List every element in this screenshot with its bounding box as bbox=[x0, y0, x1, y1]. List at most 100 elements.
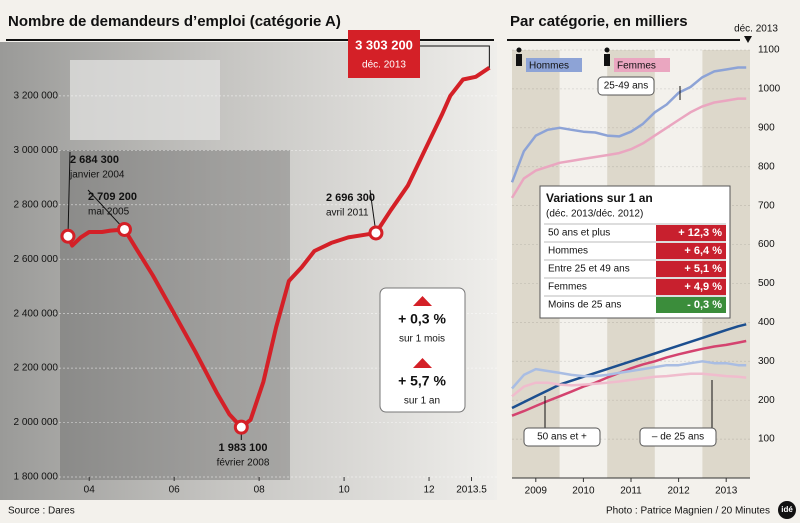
y-tick-label: 100 bbox=[758, 434, 775, 445]
x-tick-label: 04 bbox=[84, 485, 96, 496]
x-tick-label: 08 bbox=[254, 485, 266, 496]
value-cell bbox=[656, 279, 726, 295]
annotation-value: 2 696 300 bbox=[326, 192, 375, 204]
y-tick-label: 2 800 000 bbox=[14, 199, 59, 210]
logo: idé bbox=[781, 505, 793, 514]
y-tick-label: 2 000 000 bbox=[14, 417, 59, 428]
series-line bbox=[510, 66, 747, 183]
row-label: Femmes bbox=[548, 282, 587, 293]
group-label-box bbox=[597, 76, 655, 96]
logo-badge bbox=[778, 501, 796, 519]
y-tick-label: 400 bbox=[758, 317, 775, 328]
annotation-date: déc. 2013 bbox=[362, 60, 406, 71]
y-tick-label: 800 bbox=[758, 161, 775, 172]
table-title: Variations sur 1 an bbox=[546, 191, 653, 205]
annotation-date: février 2008 bbox=[217, 458, 270, 469]
up-arrow bbox=[413, 358, 432, 368]
y-tick-label: 200 bbox=[758, 395, 775, 406]
value-cell bbox=[656, 297, 726, 313]
row-value: + 5,1 % bbox=[684, 263, 722, 275]
value-cell bbox=[656, 243, 726, 259]
change-value: + 0,3 % bbox=[398, 311, 446, 327]
row-value: + 6,4 % bbox=[684, 245, 722, 257]
point-marker bbox=[368, 225, 384, 241]
row-label: Moins de 25 ans bbox=[548, 300, 621, 311]
x-tick-label: 2010 bbox=[572, 486, 595, 497]
x-tick-label: 2013.5 bbox=[456, 485, 487, 496]
x-tick-label: 06 bbox=[169, 485, 181, 496]
group-label: 25-49 ans bbox=[604, 81, 648, 92]
y-tick-label: 1100 bbox=[758, 45, 780, 56]
series-line bbox=[510, 97, 747, 199]
annotation-value: 3 303 200 bbox=[355, 37, 413, 52]
y-tick-label: 1000 bbox=[758, 84, 781, 95]
series-line bbox=[66, 66, 491, 430]
person-icon-body bbox=[516, 54, 522, 66]
row-value: + 4,9 % bbox=[684, 281, 722, 293]
value-cell bbox=[656, 225, 726, 241]
chart-title: Par catégorie, en milliers bbox=[510, 13, 688, 30]
point-marker bbox=[116, 221, 132, 237]
y-tick-label: 2 600 000 bbox=[14, 254, 59, 265]
group-label: – de 25 ans bbox=[652, 432, 704, 443]
x-tick-label: 2009 bbox=[525, 486, 548, 497]
legend-label: Hommes bbox=[529, 61, 569, 72]
value-cell bbox=[656, 261, 726, 277]
y-tick-label: 1 800 000 bbox=[14, 472, 59, 483]
legend-swatch bbox=[614, 58, 670, 72]
table-subtitle: (déc. 2013/déc. 2012) bbox=[546, 209, 643, 220]
row-value: + 12,3 % bbox=[678, 227, 722, 239]
series-line bbox=[511, 339, 747, 417]
y-tick-label: 500 bbox=[758, 278, 775, 289]
y-tick-label: 2 400 000 bbox=[14, 308, 59, 319]
chart-title: Nombre de demandeurs d’emploi (catégorie… bbox=[8, 13, 341, 30]
person-icon-body bbox=[604, 54, 610, 66]
y-tick-label: 3 000 000 bbox=[14, 145, 59, 156]
y-tick-label: 2 200 000 bbox=[14, 363, 59, 374]
annotation-value: 2 709 200 bbox=[88, 191, 137, 203]
annotation-value: 2 684 300 bbox=[70, 154, 119, 166]
row-label: Entre 25 et 49 ans bbox=[548, 264, 630, 275]
photo-sign bbox=[70, 60, 220, 140]
row-label: 50 ans et plus bbox=[548, 228, 610, 239]
annotation-value: 1 983 100 bbox=[219, 442, 268, 454]
y-tick-label: 600 bbox=[758, 239, 775, 250]
annotation-date: avril 2011 bbox=[326, 208, 369, 219]
leader-line bbox=[87, 189, 125, 230]
x-tick-label: 2013 bbox=[715, 486, 738, 497]
y-tick-label: 3 200 000 bbox=[14, 90, 59, 101]
callout-box bbox=[348, 30, 420, 78]
row-value: - 0,3 % bbox=[687, 299, 722, 311]
point-marker bbox=[60, 228, 76, 244]
y-tick-label: 700 bbox=[758, 200, 775, 211]
leader-line bbox=[67, 151, 71, 237]
left-chart: 1 800 000 2 000 000 2 200 000 2 400 000 2 60… bbox=[14, 30, 497, 496]
annotation-date: janvier 2004 bbox=[69, 170, 125, 181]
x-tick-label: 12 bbox=[423, 485, 435, 496]
point-marker bbox=[233, 419, 249, 435]
group-label: 50 ans et + bbox=[537, 432, 587, 443]
y-tick-label: 900 bbox=[758, 122, 775, 133]
x-tick-label: 2011 bbox=[620, 486, 642, 497]
x-tick-label: 10 bbox=[339, 485, 351, 496]
series-line bbox=[511, 360, 747, 390]
series-line bbox=[511, 323, 747, 410]
change-period: sur 1 an bbox=[404, 396, 440, 407]
source: Source : Dares bbox=[8, 506, 75, 517]
x-tick-label: 2012 bbox=[667, 486, 690, 497]
group-label-box bbox=[523, 427, 601, 447]
person-icon-head bbox=[604, 47, 610, 53]
credit: Photo : Patrice Magnien / 20 Minutes bbox=[606, 506, 770, 517]
callout-leader bbox=[420, 45, 490, 68]
person-icon-head bbox=[516, 47, 522, 53]
y-tick-label: 300 bbox=[758, 356, 775, 367]
change-period: sur 1 mois bbox=[399, 334, 445, 345]
right-chart: 100 200 300 400 500 600 700 800 900 1000 1100 2009 2… bbox=[510, 45, 781, 497]
change-box bbox=[379, 287, 466, 413]
annotation-date: mai 2005 bbox=[88, 207, 130, 218]
up-arrow bbox=[413, 296, 432, 306]
date-label: déc. 2013 bbox=[734, 24, 778, 35]
legend-swatch bbox=[526, 58, 582, 72]
change-value: + 5,7 % bbox=[398, 373, 446, 389]
